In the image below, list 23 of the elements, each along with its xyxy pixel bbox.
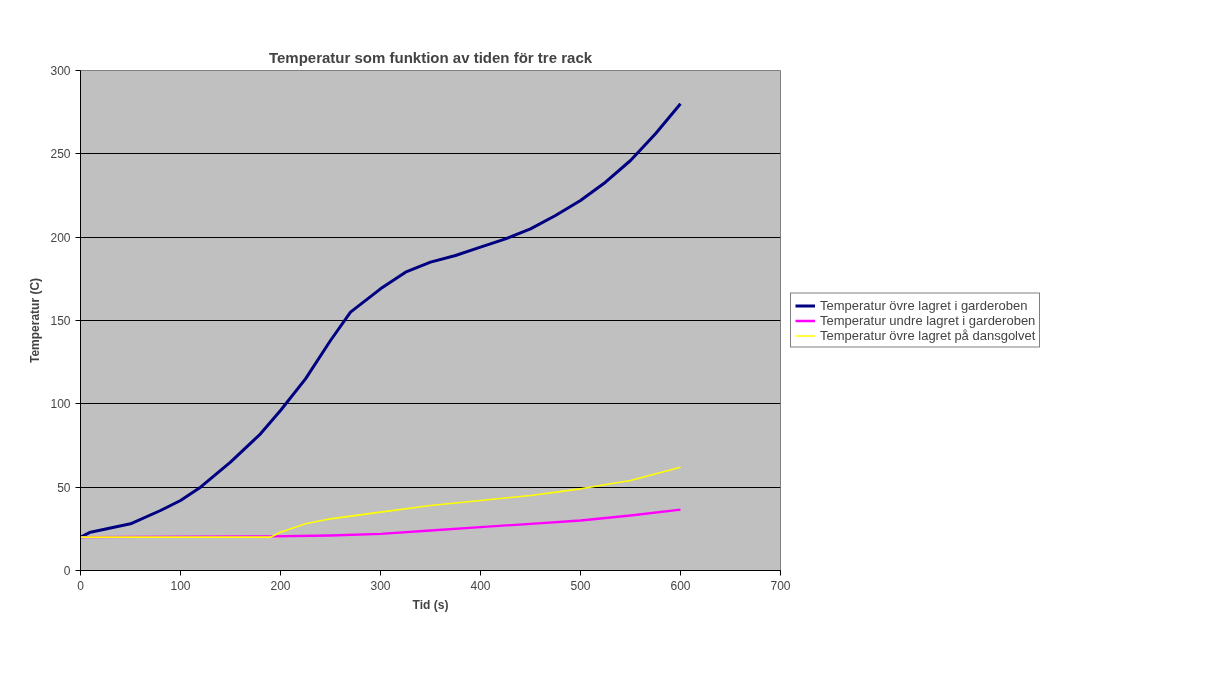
- legend-label: Temperatur övre lagret på dansgolvet: [820, 327, 1036, 343]
- x-tick-label: 0: [77, 578, 85, 593]
- y-tick-label: 0: [63, 564, 71, 578]
- line-series: [80, 102, 682, 539]
- line-series: [80, 466, 682, 538]
- y-tick-label: 200: [50, 230, 71, 245]
- legend-label: Temperatur övre lagret i garderoben: [820, 297, 1028, 313]
- x-axis-title: Tid (s): [412, 597, 449, 612]
- legend-label: Temperatur undre lagret i garderoben: [820, 312, 1036, 328]
- y-tick-label: 250: [50, 147, 71, 162]
- x-tick-label: 600: [670, 578, 691, 593]
- x-tick-label: 300: [370, 578, 391, 593]
- y-tick-label: 300: [50, 64, 71, 78]
- x-tick-label: 700: [770, 578, 791, 593]
- x-tick-label: 100: [170, 578, 191, 593]
- x-tick-label: 500: [570, 578, 591, 593]
- y-tick-label: 50: [57, 480, 71, 495]
- y-tick-label: 100: [50, 397, 71, 412]
- x-tick-label: 400: [470, 578, 491, 593]
- x-tick-label: 200: [270, 578, 291, 593]
- y-tick-label: 150: [50, 314, 71, 328]
- chart-title: Temperatur som funktion av tiden för tre rack: [268, 48, 593, 66]
- y-axis-title: Temperatur (C): [28, 277, 43, 364]
